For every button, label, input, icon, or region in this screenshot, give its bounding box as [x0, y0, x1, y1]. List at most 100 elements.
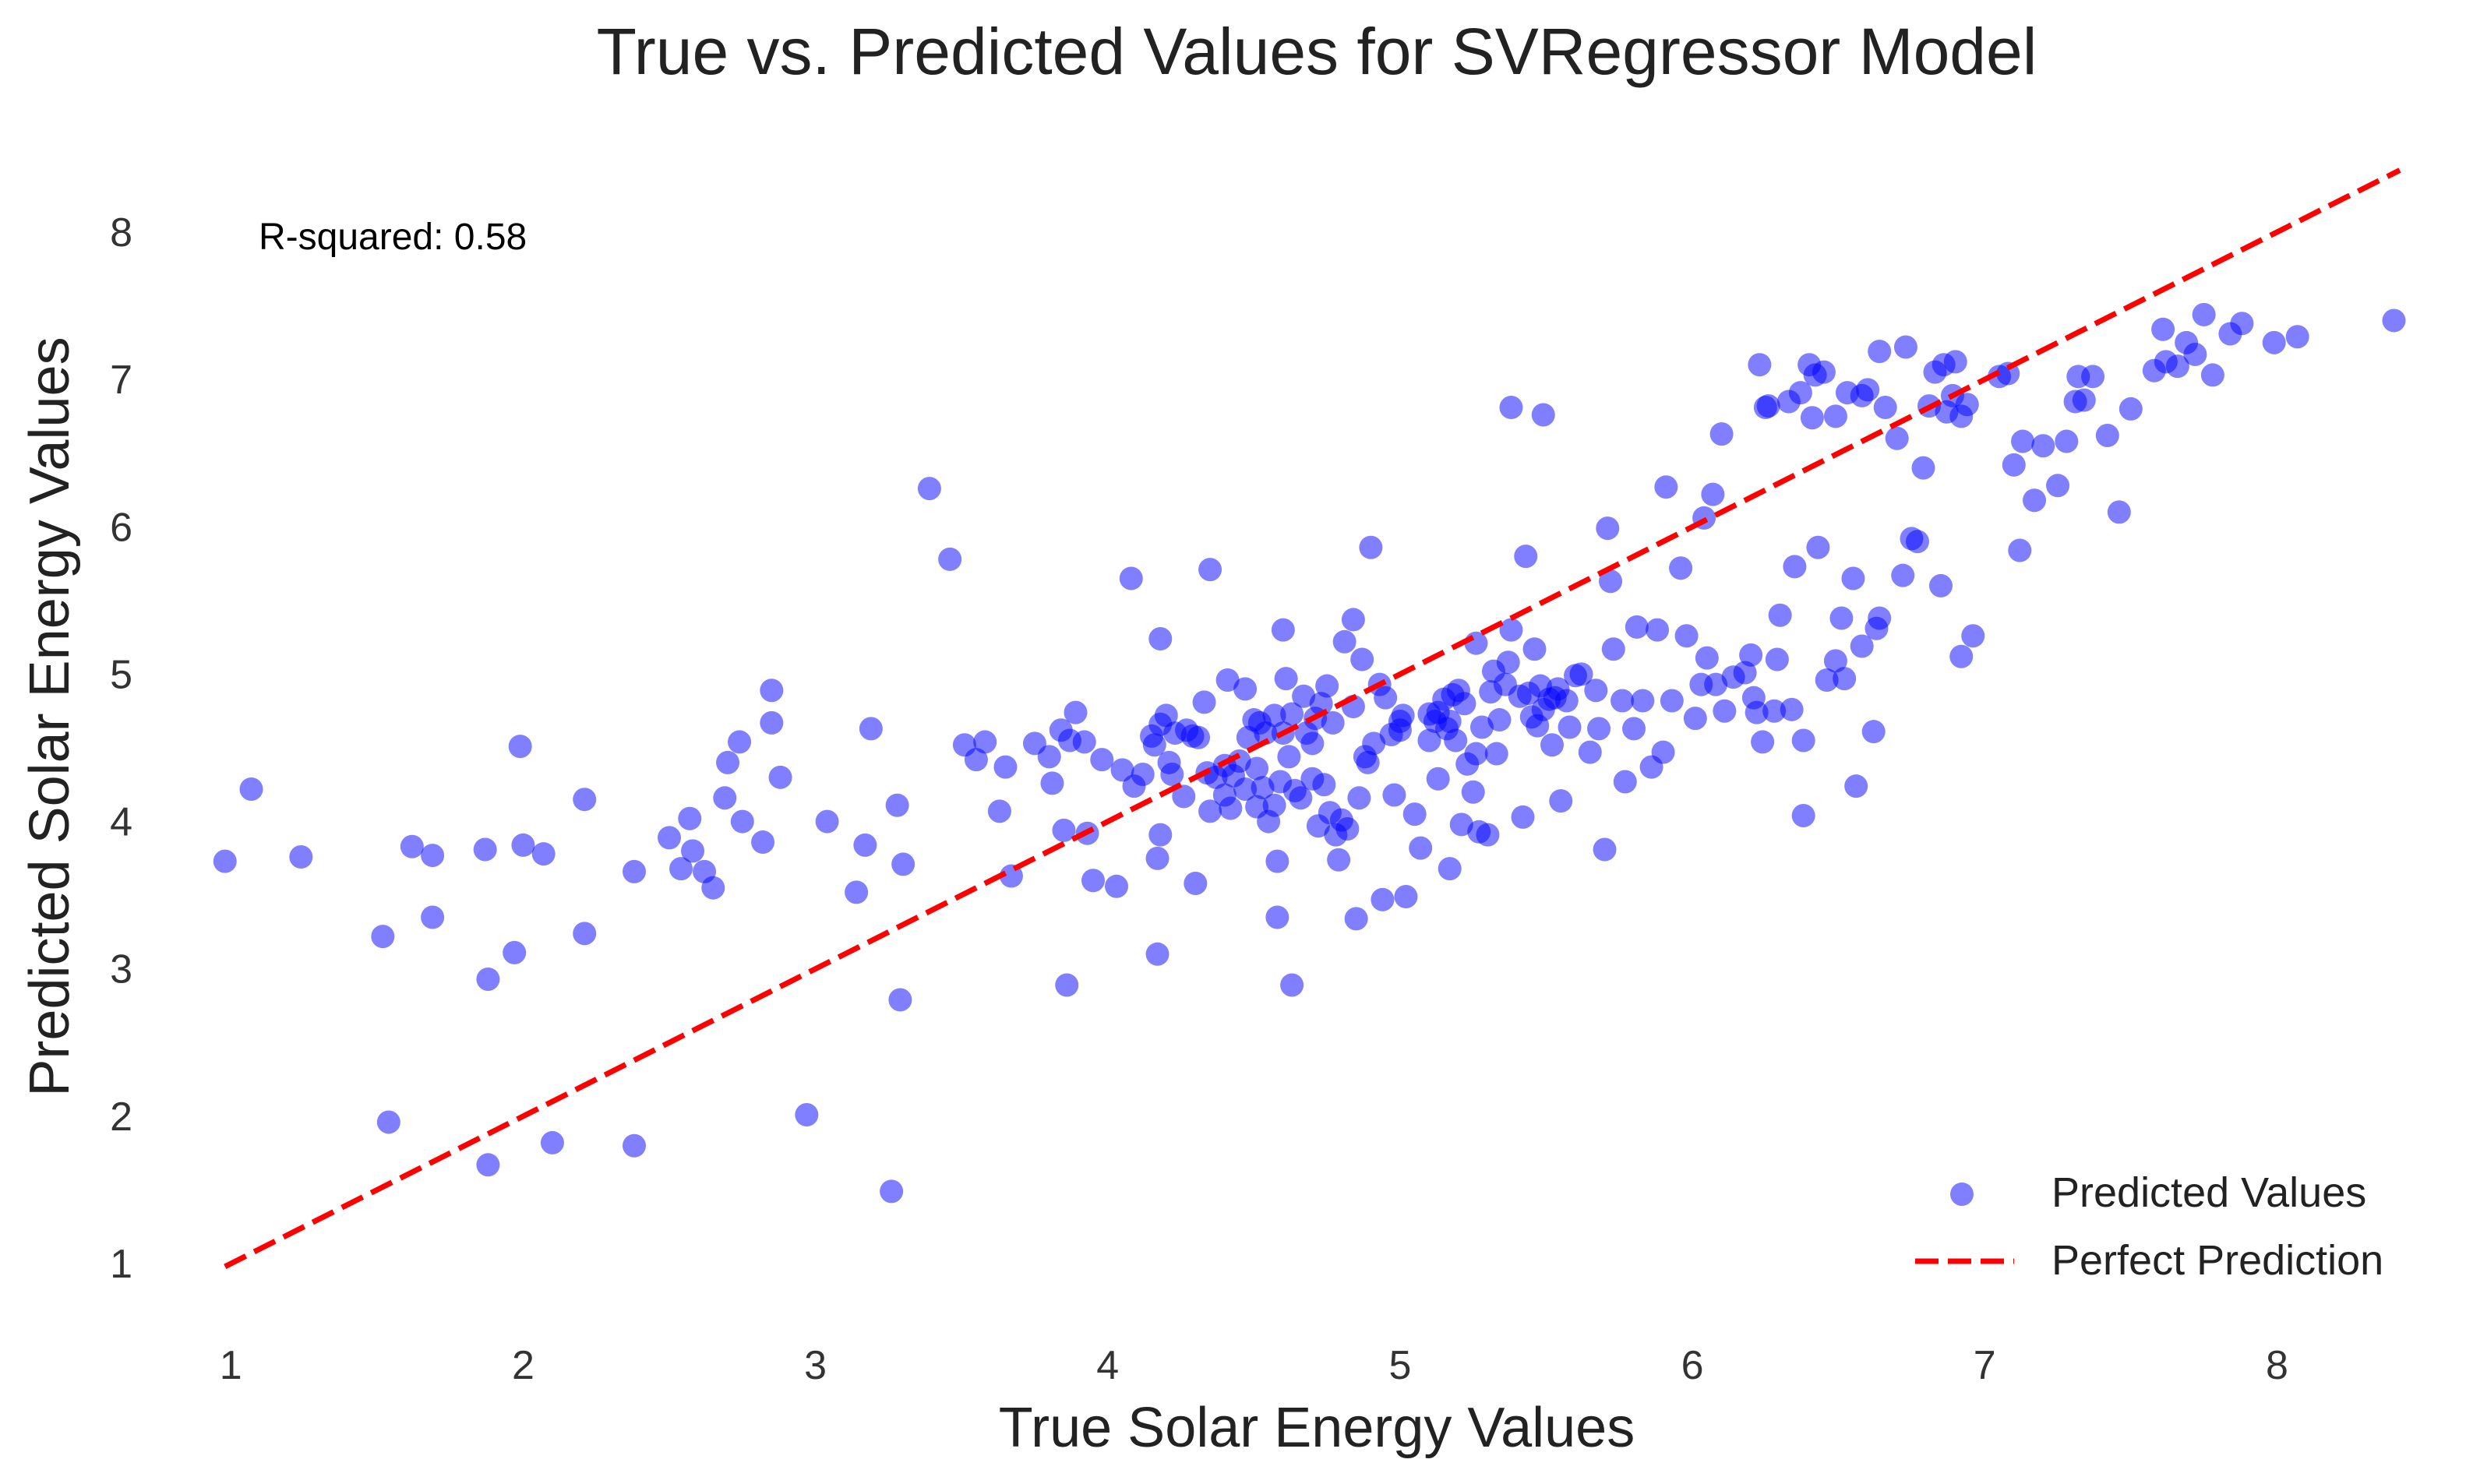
scatter-point — [1751, 730, 1775, 754]
scatter-point — [1861, 720, 1886, 744]
scatter-point — [421, 844, 445, 868]
scatter-point — [2107, 500, 2131, 524]
perfect-prediction-line — [224, 167, 2401, 1269]
scatter-point — [1856, 378, 1880, 402]
y-tick-label: 1 — [110, 1242, 132, 1287]
x-tick-label: 3 — [804, 1343, 827, 1388]
scatter-point — [1511, 805, 1535, 829]
scatter-point — [1554, 689, 1579, 713]
scatter-point — [1374, 686, 1398, 710]
scatter-point — [1315, 674, 1339, 698]
r-squared-annotation: R-squared: 0.58 — [259, 217, 527, 258]
y-tick-label: 3 — [110, 947, 132, 992]
scatter-point — [1584, 679, 1608, 703]
scatter-point — [2192, 302, 2216, 326]
scatter-point — [1622, 717, 1646, 741]
scatter-point — [2008, 538, 2032, 562]
scatter-point — [2285, 325, 2309, 349]
scatter-point — [1341, 608, 1365, 632]
x-axis-ticks: 1 2 3 4 5 6 7 8 — [220, 1343, 2288, 1388]
scatter-point — [289, 844, 313, 869]
scatter-point — [2046, 474, 2070, 498]
scatter-point — [1198, 558, 1222, 582]
scatter-point — [1823, 649, 1847, 673]
scatter-point — [1184, 872, 1208, 896]
scatter-point — [1172, 784, 1196, 809]
scatter-point — [1499, 618, 1523, 642]
scatter-point — [1192, 690, 1216, 714]
scatter-point — [1469, 715, 1494, 739]
scatter-point — [1484, 742, 1508, 766]
scatter-point — [1601, 637, 1625, 661]
scatter-point — [1806, 535, 1830, 559]
scatter-point — [1841, 566, 1865, 590]
scatter-point — [1949, 644, 1974, 668]
scatter-point — [1356, 750, 1380, 774]
scatter-point — [1625, 615, 1649, 639]
scatter-point — [1265, 905, 1289, 929]
scatter-point — [1292, 684, 1316, 708]
y-tick-label: 5 — [110, 652, 132, 697]
scatter-point — [815, 809, 839, 834]
scatter-point — [1844, 774, 1868, 798]
scatter-point — [622, 1133, 646, 1158]
scatter-point — [1928, 573, 1953, 597]
scatter-point — [1280, 973, 1304, 997]
scatter-point — [1788, 381, 1812, 405]
scatter-point — [2200, 363, 2224, 387]
scatter-point — [476, 1153, 500, 1177]
scatter-point — [1251, 776, 1275, 800]
scatter-point — [1815, 668, 1839, 692]
scatter-point — [1499, 396, 1523, 420]
scatter-point — [1142, 733, 1166, 757]
scatter-point — [973, 730, 997, 754]
scatter-point — [511, 833, 535, 857]
y-axis-ticks: 1 2 3 4 5 6 7 8 — [110, 210, 132, 1287]
scatter-point — [1391, 703, 1415, 728]
scatter-point — [987, 799, 1011, 823]
scatter-point — [1131, 763, 1155, 787]
scatter-point — [1382, 783, 1406, 807]
scatter-point — [1683, 707, 1707, 731]
scatter-point — [964, 748, 988, 772]
scatter-point — [1765, 647, 1789, 672]
scatter-point — [681, 839, 705, 863]
scatter-point — [2002, 453, 2026, 477]
scatter-point — [1631, 689, 1655, 713]
scatter-points — [213, 302, 2406, 1204]
scatter-point — [1780, 697, 1804, 721]
scatter-point — [1709, 422, 1734, 446]
scatter-point — [1695, 646, 1719, 670]
scatter-point — [1704, 672, 1728, 696]
scatter-point — [1613, 770, 1637, 794]
scatter-point — [1040, 771, 1064, 795]
scatter-point — [1768, 603, 1792, 627]
scatter-point — [1496, 650, 1520, 675]
scatter-point — [1081, 869, 1105, 893]
scatter-point — [2081, 365, 2105, 389]
y-tick-label: 6 — [110, 505, 132, 550]
scatter-point — [1426, 767, 1450, 791]
scatter-point — [1300, 731, 1325, 756]
scatter-point — [1233, 677, 1258, 701]
scatter-point — [1514, 545, 1538, 569]
scatter-point — [1438, 857, 1462, 881]
scatter-point — [1829, 606, 1854, 630]
scatter-point — [1245, 756, 1269, 781]
x-axis-label: True Solar Energy Values — [999, 1397, 1635, 1459]
scatter-point — [1409, 836, 1433, 860]
x-tick-label: 1 — [220, 1343, 242, 1388]
scatter-point — [1961, 624, 1985, 648]
scatter-point — [1344, 907, 1368, 931]
scatter-point — [1911, 456, 1935, 480]
scatter-point — [531, 842, 556, 866]
scatter-point — [1654, 475, 1678, 499]
scatter-point — [888, 988, 912, 1012]
scatter-point — [1833, 667, 1857, 691]
scatter-point — [1110, 758, 1134, 782]
scatter-point — [1274, 667, 1298, 691]
scatter-point — [371, 925, 395, 949]
scatter-point — [768, 765, 792, 789]
scatter-point — [938, 547, 962, 571]
scatter-point — [1783, 555, 1807, 579]
